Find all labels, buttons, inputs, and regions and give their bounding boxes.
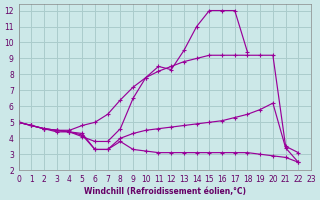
X-axis label: Windchill (Refroidissement éolien,°C): Windchill (Refroidissement éolien,°C) (84, 187, 246, 196)
